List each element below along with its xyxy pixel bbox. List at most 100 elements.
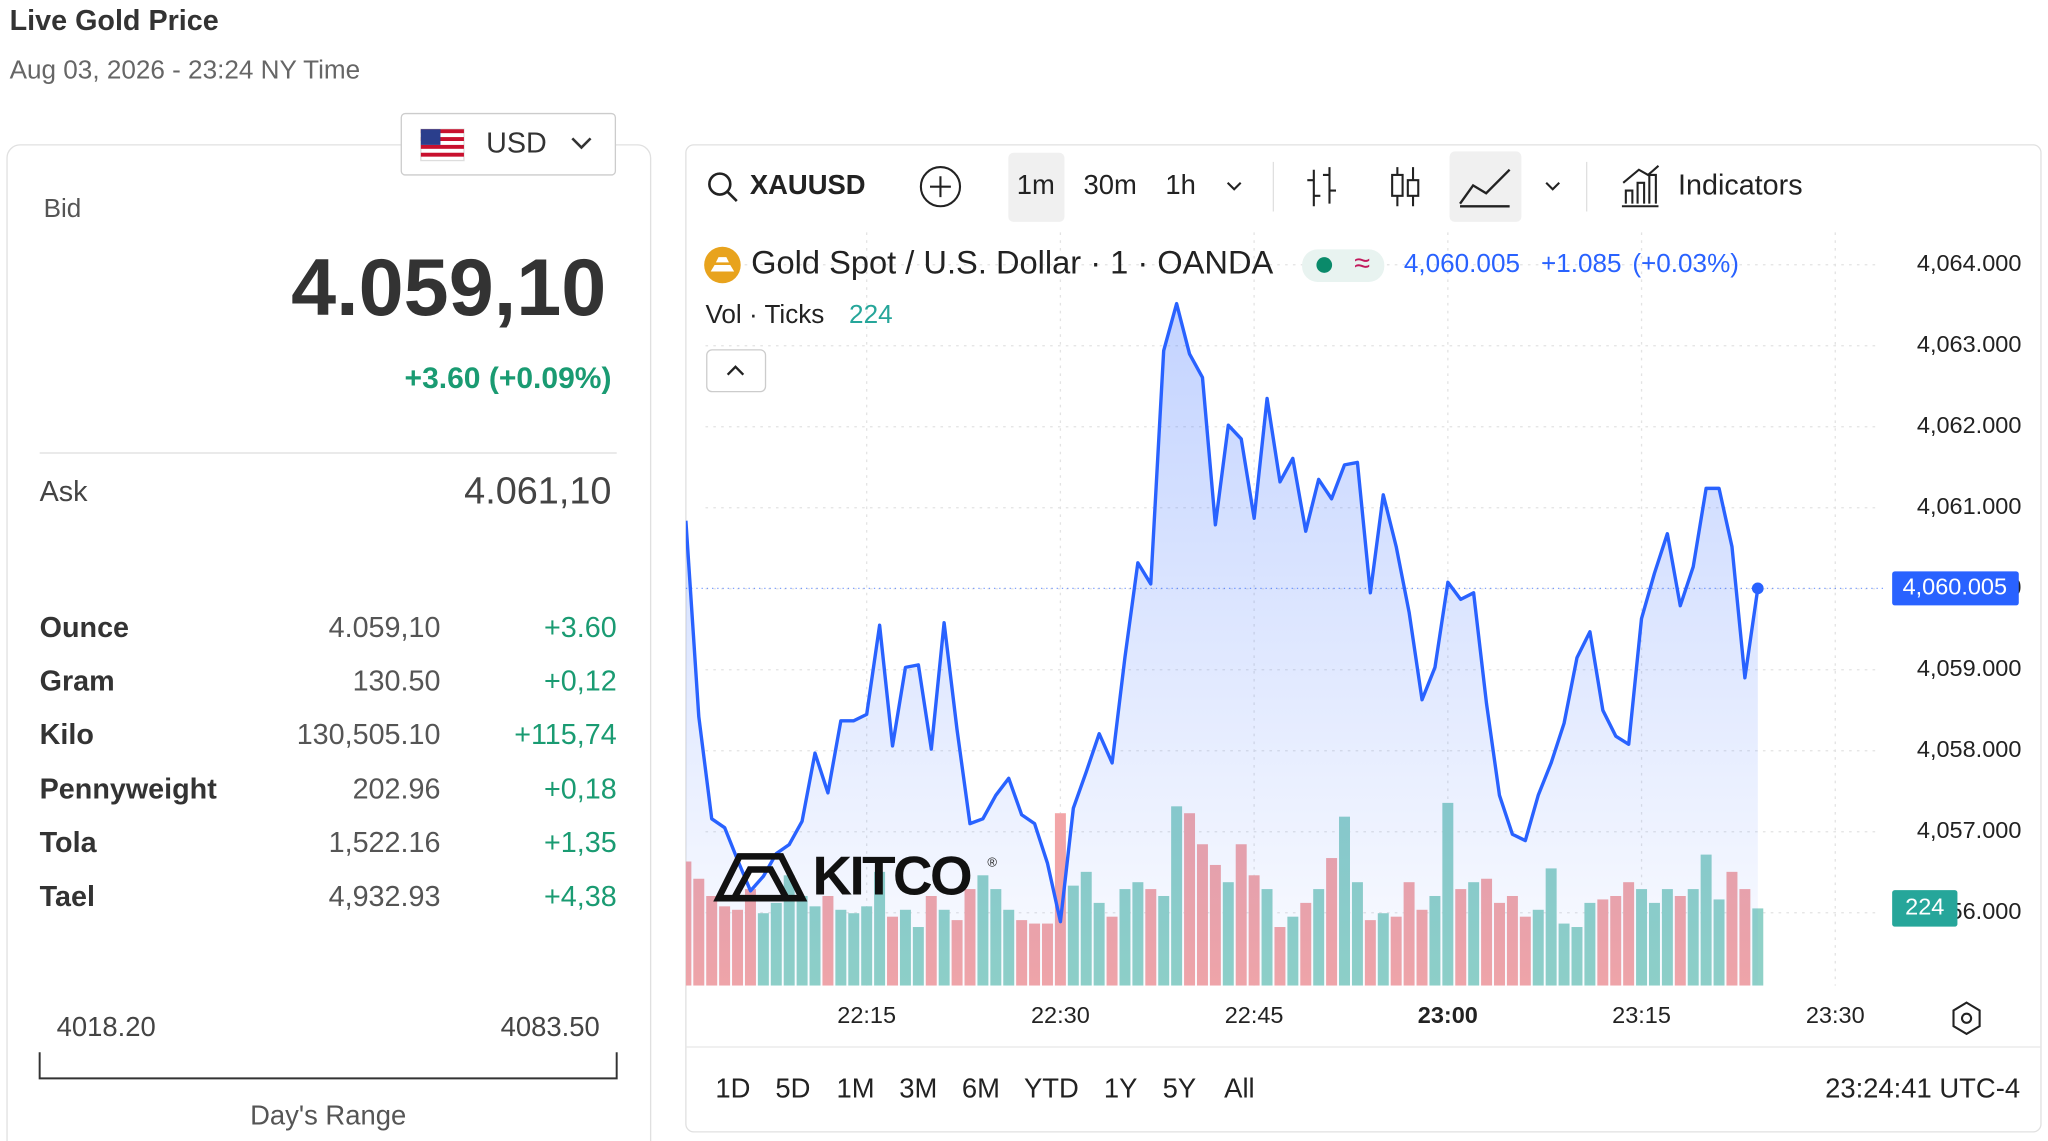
unit-change: +1,35: [544, 827, 617, 859]
unit-name: Gram: [40, 665, 115, 697]
chevron: [571, 137, 592, 150]
bid-change: +3.60 (+0.09%): [405, 362, 612, 395]
watermark-text: KITCO: [813, 844, 971, 906]
volume-badge-label: 224: [1905, 894, 1944, 920]
range-button[interactable]: 6M: [962, 1072, 1000, 1103]
range-buttons: 1D 5D 1M 3M 6M YTD 1Y 5Y All: [715, 1072, 1254, 1103]
area-icon[interactable]: [1459, 168, 1511, 208]
watermark: KITCO ®: [713, 844, 997, 906]
unit-change: +4,38: [544, 881, 617, 913]
range-button[interactable]: 3M: [899, 1072, 937, 1103]
y-tick-label: 4,059.000: [1917, 655, 2021, 681]
plot-clip: [685, 301, 1764, 986]
compare-button[interactable]: [919, 166, 962, 208]
unit-name: Kilo: [40, 719, 94, 751]
search[interactable]: [708, 172, 738, 202]
unit-change: +3.60: [544, 612, 617, 644]
price-panel: USD Bid 4.059,10 +3.60 (+0.09%) Ask 4.06…: [6, 112, 652, 1141]
range-button[interactable]: 1M: [837, 1072, 875, 1103]
page-title: Live Gold Price: [10, 5, 219, 37]
price-area: [685, 303, 1758, 986]
unit-price: 4.059,10: [329, 612, 441, 644]
chevron[interactable]: [1545, 182, 1560, 191]
y-tick-label: 4,062.000: [1917, 412, 2021, 438]
x-tick-label: 22:30: [1031, 1002, 1090, 1028]
interval[interactable]: 1m: [1017, 169, 1055, 200]
range-low: 4018.20: [57, 1011, 156, 1042]
us-flag: [420, 128, 465, 162]
y-tick-label: 4,058.000: [1917, 736, 2021, 762]
panel-border: [6, 144, 652, 1141]
volume-last: 224: [849, 299, 893, 329]
y-tick-label: 4,057.000: [1917, 817, 2021, 843]
range-high: 4083.50: [501, 1011, 600, 1042]
delayed-flag: ≈: [1354, 248, 1370, 280]
unit-price: 130,505.10: [297, 719, 441, 751]
last-price-badge: [1892, 571, 2019, 606]
unit-price: 202.96: [353, 774, 441, 806]
bid-price: 4.059,10: [291, 243, 606, 333]
chart-type-selected-bg: [1449, 151, 1522, 222]
bid-label: Bid: [44, 193, 82, 223]
range-button[interactable]: 1D: [715, 1072, 750, 1103]
market-open-dot: [1316, 257, 1333, 273]
range-button[interactable]: 5D: [775, 1072, 810, 1103]
unit-name: Tael: [40, 881, 95, 913]
range-button[interactable]: All: [1224, 1072, 1254, 1103]
series-title: Gold Spot / U.S. Dollar · 1 · OANDA: [751, 244, 1273, 281]
page-subtitle: Aug 03, 2026 - 23:24 NY Time: [10, 55, 361, 85]
unit-change: +0,12: [544, 665, 617, 697]
unit-table: Ounce 4.059,10 +3.60 Gram 130.50 +0,12 Kilo 130…: [40, 612, 617, 913]
unit-name: Tola: [40, 827, 98, 859]
candles-icon[interactable]: [1391, 167, 1420, 207]
unit-price: 1,522.16: [329, 827, 441, 859]
unit-change: +115,74: [514, 719, 617, 751]
y-tick-label: 4,061.000: [1917, 493, 2021, 519]
y-tick-label: 4,063.000: [1917, 331, 2021, 357]
watermark-logo: [713, 853, 808, 902]
range-button[interactable]: 5Y: [1163, 1072, 1197, 1103]
interval[interactable]: 1h: [1165, 169, 1195, 200]
symbol-icon: [704, 246, 741, 284]
y-tick-label: 4,064.000: [1917, 250, 2021, 276]
ask-price: 4.061,10: [464, 470, 611, 512]
volume-badge: [1892, 890, 1958, 927]
x-tick-label: 22:45: [1225, 1002, 1284, 1028]
indicators-icon[interactable]: [1621, 165, 1660, 208]
range-button[interactable]: 1Y: [1104, 1072, 1138, 1103]
chevron[interactable]: [726, 365, 745, 376]
chevron[interactable]: [1226, 182, 1242, 191]
last-point: [1751, 582, 1764, 595]
currency-label: USD: [486, 128, 547, 160]
range-label: Day's Range: [250, 1100, 406, 1131]
indicators-button[interactable]: Indicators: [1678, 169, 1803, 201]
symbol-icon-bars: [710, 257, 735, 272]
interval[interactable]: 30m: [1083, 169, 1136, 200]
status-pill: [1302, 249, 1385, 282]
unit-name: Pennyweight: [40, 774, 218, 806]
bars-icon[interactable]: [1307, 167, 1337, 207]
legend-last: 4,060.005: [1404, 248, 1520, 278]
plot-area: 4,064.000 4,063.000 4,062.000 4,061.000 4,06…: [685, 232, 2021, 1028]
volume-bar: [1054, 813, 1066, 986]
unit-price: 4,932.93: [329, 881, 441, 913]
unit-change: +0,18: [544, 774, 617, 806]
x-tick-label: 23:00: [1418, 1002, 1478, 1028]
settings-icon-center: [1960, 1012, 1973, 1024]
settings-icon[interactable]: [1952, 1001, 1981, 1036]
last-price-label: 4,060.005: [1903, 574, 2007, 600]
x-tick-label: 23:15: [1612, 1002, 1671, 1028]
symbol[interactable]: XAUUSD: [750, 169, 866, 200]
watermark-mark: ®: [987, 854, 997, 869]
legend-change: +1.085: [1541, 248, 1622, 278]
volume-title: Vol · Ticks: [705, 299, 824, 329]
x-tick-label: 22:15: [837, 1002, 896, 1028]
unit-name: Ounce: [40, 612, 129, 644]
collapse-button[interactable]: [706, 349, 767, 393]
range-button[interactable]: YTD: [1024, 1072, 1079, 1103]
chart-widget: XAUUSD 1m 30m 1h Indicators 4,064.0004,0…: [685, 144, 2042, 1133]
ask-label: Ask: [40, 476, 89, 508]
unit-price: 130.50: [353, 665, 441, 697]
